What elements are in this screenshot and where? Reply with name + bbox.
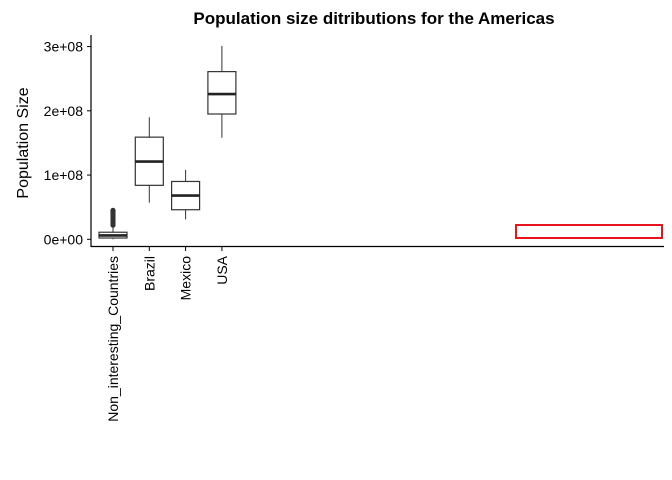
chart-title: Population size ditributions for the Ame… [193,9,554,28]
boxes-layer [98,45,237,240]
y-tick-label: 0e+00 [44,231,84,247]
y-tick-label: 1e+08 [44,167,84,183]
highlight-rectangle [515,224,663,239]
y-axis-ticks: 0e+00 1e+08 2e+08 3e+08 [44,39,91,247]
x-tick-label: Brazil [141,256,157,291]
x-axis-ticks: Non_interesting_Countries Brazil Mexico USA [105,247,230,422]
y-axis-title: Population Size [15,87,32,198]
box-non-interesting-countries [98,207,128,240]
x-tick-label: Non_interesting_Countries [105,256,121,422]
x-tick-label: USA [214,255,230,284]
x-tick-label: Mexico [178,256,194,301]
box-mexico [171,169,201,220]
y-tick-label: 3e+08 [44,39,84,55]
outlier-point [110,207,116,213]
y-tick-label: 2e+08 [44,103,84,119]
box-brazil [134,117,164,203]
box-usa [207,45,237,138]
